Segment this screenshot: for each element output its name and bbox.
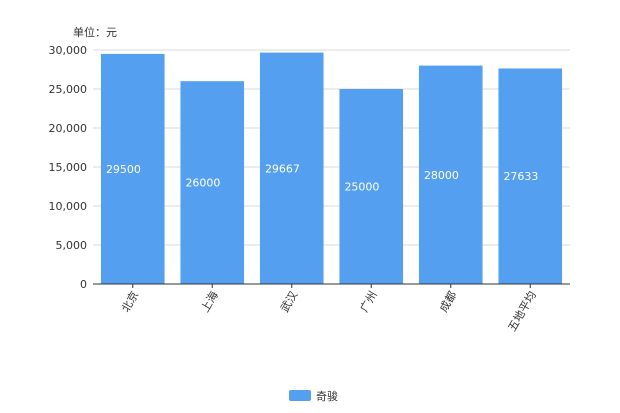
bar-value-label: 27633: [503, 170, 538, 183]
legend[interactable]: 奇骏: [289, 389, 338, 403]
y-tick-label: 10,000: [49, 200, 88, 213]
y-tick-label: 15,000: [49, 161, 88, 174]
bars: [100, 52, 563, 285]
bar[interactable]: [180, 81, 245, 284]
x-axis-categories: 北京 上海 武汉 广州 成都 五地平均: [118, 284, 539, 334]
y-tick-label: 0: [80, 278, 87, 291]
y-tick-label: 30,000: [49, 44, 88, 57]
unit-label: 单位：元: [73, 25, 117, 39]
x-category-label: 北京: [118, 289, 141, 315]
y-tick-label: 5,000: [56, 239, 88, 252]
bar[interactable]: [259, 52, 324, 285]
bar[interactable]: [339, 89, 404, 284]
x-category-label: 武汉: [278, 289, 300, 315]
bar[interactable]: [418, 65, 483, 284]
bar-value-label: 25000: [344, 181, 379, 194]
x-category-label: 上海: [198, 289, 221, 315]
bar-value-label: 26000: [185, 177, 220, 190]
x-category-label: 五地平均: [506, 289, 539, 334]
bar-value-label: 28000: [424, 169, 459, 182]
x-category-label: 成都: [437, 289, 459, 315]
y-axis-ticks: 0 5,000 10,000 15,000 20,000 25,000 30,000: [49, 44, 88, 291]
bar[interactable]: [498, 68, 563, 284]
y-tick-label: 20,000: [49, 122, 88, 135]
bar[interactable]: [100, 53, 165, 285]
legend-label: 奇骏: [316, 389, 338, 403]
x-category-label: 广州: [358, 289, 380, 315]
bar-value-label: 29667: [265, 162, 300, 175]
legend-swatch: [289, 390, 311, 401]
gridlines: [93, 49, 570, 246]
bar-value-label: 29500: [106, 163, 141, 176]
y-tick-label: 25,000: [49, 83, 88, 96]
data-labels: 29500 26000 29667 25000 28000 27633: [106, 162, 539, 193]
